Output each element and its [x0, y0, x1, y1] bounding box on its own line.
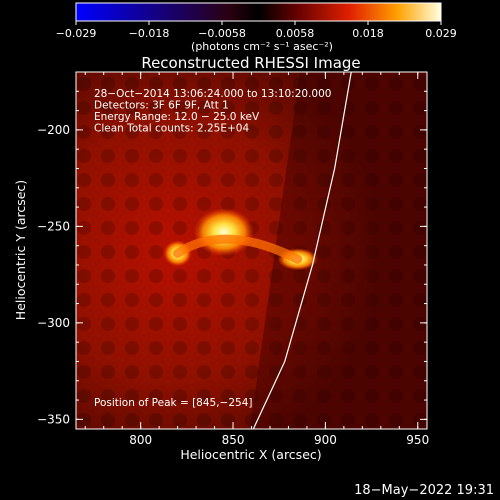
info-line: Energy Range: 12.0 − 25.0 keV — [94, 111, 260, 123]
info-line: Clean Total counts: 2.25E+04 — [94, 123, 249, 135]
colorbar-ticks: −0.029 −0.018 −0.0058 0.0058 0.018 0.029 — [56, 21, 457, 40]
info-line: Detectors: 3F 6F 9F, Att 1 — [94, 100, 229, 112]
colorbar-tick-label: 0.0058 — [276, 27, 315, 40]
colorbar-tick-label: 0.029 — [425, 27, 457, 40]
y-tick-label: −250 — [37, 219, 70, 233]
colorbar-tick-label: −0.018 — [129, 27, 170, 40]
loop-arch — [173, 234, 303, 264]
y-tick-label: −200 — [37, 123, 70, 137]
colorbar-tick-label: −0.029 — [56, 27, 97, 40]
x-axis-ticks: 800 850 900 950 — [84, 72, 429, 447]
x-axis-label: Heliocentric X (arcsec) — [180, 447, 321, 462]
x-tick-label: 800 — [129, 433, 152, 447]
info-block: 28−Oct−2014 13:06:24.000 to 13:10:20.000… — [94, 88, 331, 135]
y-tick-label: −350 — [37, 412, 70, 426]
colorbar-tick-label: 0.018 — [352, 27, 384, 40]
x-tick-label: 950 — [406, 433, 429, 447]
peak-position-label: Position of Peak = [845,−254] — [94, 397, 253, 409]
y-axis-ticks: −200 −250 −300 −350 — [37, 71, 427, 426]
heatmap-ripple — [76, 72, 427, 429]
render-timestamp: 18−May−2022 19:31 — [354, 483, 494, 498]
info-line: 28−Oct−2014 13:06:24.000 to 13:10:20.000 — [94, 88, 331, 100]
colorbar-tick-label: −0.0058 — [198, 27, 246, 40]
source-blob — [193, 208, 254, 257]
y-tick-label: −300 — [37, 316, 70, 330]
heatmap-image — [76, 72, 427, 429]
colorbar-unit-label: (photons cm⁻² s⁻¹ asec⁻²) — [191, 40, 333, 53]
x-tick-label: 900 — [314, 433, 337, 447]
solar-limb-line — [252, 72, 352, 429]
heatmap-dark-region — [250, 72, 427, 429]
y-axis-label: Heliocentric Y (arcsec) — [13, 180, 28, 320]
chart-title: Reconstructed RHESSI Image — [141, 54, 360, 72]
x-tick-label: 850 — [222, 433, 245, 447]
colorbar — [75, 2, 442, 22]
